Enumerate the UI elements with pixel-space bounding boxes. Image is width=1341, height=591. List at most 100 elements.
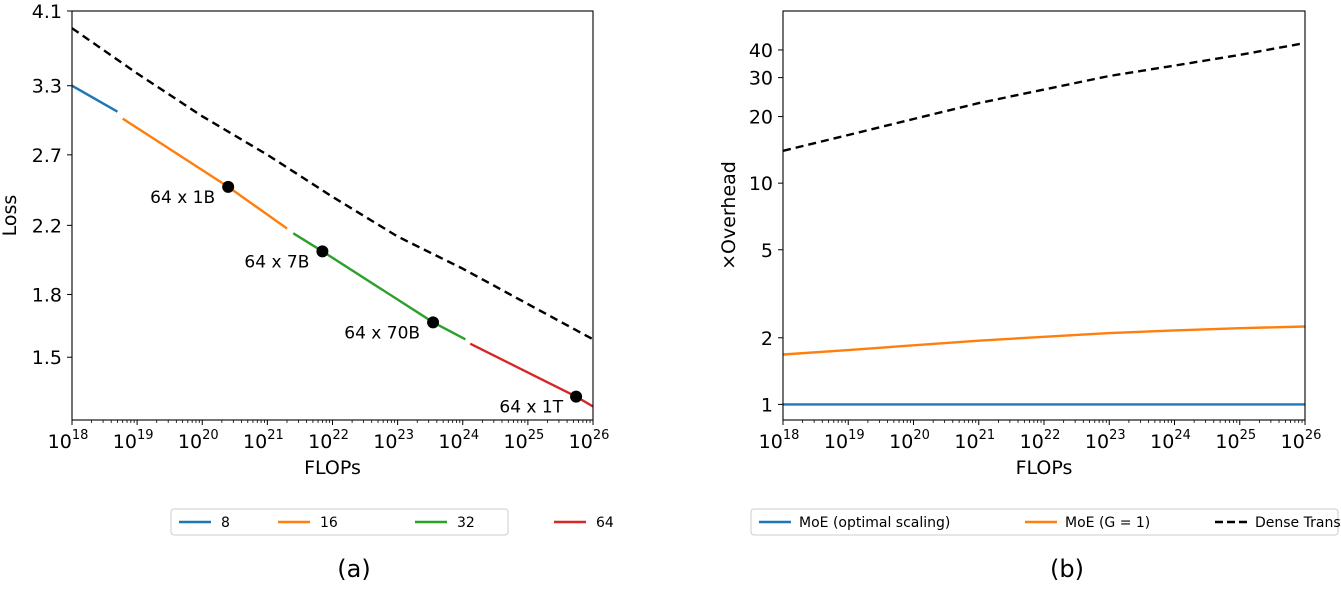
series-line-8 xyxy=(72,84,119,113)
x-tick-base: 10 xyxy=(373,431,397,453)
x-tick-label: 1018 xyxy=(48,428,89,453)
series-line-32 xyxy=(292,232,466,341)
plot-frame xyxy=(782,10,1306,421)
annotation-marker xyxy=(316,245,329,258)
x-tick-exponent: 24 xyxy=(1174,428,1191,443)
x-tick-exponent: 19 xyxy=(848,428,865,443)
x-tick-label: 1026 xyxy=(1281,428,1322,453)
x-tick-base: 10 xyxy=(1085,431,1109,453)
x-tick-base: 10 xyxy=(569,431,593,453)
y-tick-label: 1.5 xyxy=(32,347,62,369)
x-tick-exponent: 25 xyxy=(528,428,545,443)
x-tick-base: 10 xyxy=(178,431,202,453)
x-tick-label: 1025 xyxy=(504,428,545,453)
x-tick-base: 10 xyxy=(243,431,267,453)
x-tick-label: 1020 xyxy=(889,428,930,453)
x-tick-base: 10 xyxy=(1281,431,1305,453)
y-axis-title: ×Overhead xyxy=(718,161,740,270)
x-tick-base: 10 xyxy=(824,431,848,453)
x-tick-label: 1024 xyxy=(1150,428,1191,453)
x-tick-base: 10 xyxy=(954,431,978,453)
y-tick-label: 30 xyxy=(749,68,773,90)
x-tick-exponent: 22 xyxy=(332,428,349,443)
x-tick-label: 1021 xyxy=(954,428,995,453)
legend-label: Dense Transformer xyxy=(1255,515,1341,531)
y-tick-label: 3.3 xyxy=(32,76,62,98)
x-tick-exponent: 18 xyxy=(783,428,800,443)
x-tick-label: 1023 xyxy=(1085,428,1126,453)
y-tick-label: 2.2 xyxy=(32,215,62,237)
series-line-dense-transformer xyxy=(783,41,1305,152)
y-tick-label: 2.7 xyxy=(32,145,62,167)
legend-label: 32 xyxy=(457,515,475,531)
y-axis-title: Loss xyxy=(0,195,21,237)
x-tick-label: 1022 xyxy=(1020,428,1061,453)
x-tick-base: 10 xyxy=(308,431,332,453)
x-tick-base: 10 xyxy=(889,431,913,453)
x-tick-label: 1026 xyxy=(569,428,610,453)
y-tick-label: 1 xyxy=(761,394,773,416)
x-tick-exponent: 24 xyxy=(463,428,480,443)
legend-label: 64 xyxy=(596,515,614,531)
annotation-marker xyxy=(570,390,583,403)
annotation-label: 64 x 70B xyxy=(344,323,420,343)
x-tick-exponent: 25 xyxy=(1240,428,1257,443)
legend-label: MoE (optimal scaling) xyxy=(799,515,950,531)
x-tick-base: 10 xyxy=(504,431,528,453)
legend-label: 8 xyxy=(221,515,230,531)
y-tick-label: 20 xyxy=(749,107,773,129)
plot-frame xyxy=(71,10,594,421)
legend-box xyxy=(170,508,509,536)
x-tick-exponent: 18 xyxy=(72,428,89,443)
x-tick-exponent: 23 xyxy=(397,428,414,443)
x-tick-base: 10 xyxy=(113,431,137,453)
series-line-16 xyxy=(122,117,288,230)
x-tick-label: 1024 xyxy=(438,428,479,453)
annotation-label: 64 x 7B xyxy=(244,252,309,272)
annotation-marker xyxy=(427,316,440,329)
x-tick-label: 1020 xyxy=(178,428,219,453)
x-tick-label: 1023 xyxy=(373,428,414,453)
panel-b-overhead-chart: 1018 1019 1020 1021 1022 1023 1024 1025 10264030… xyxy=(718,10,1341,583)
x-tick-base: 10 xyxy=(1150,431,1174,453)
series-line-dashed-4 xyxy=(72,27,593,341)
x-tick-exponent: 26 xyxy=(593,428,610,443)
y-tick-label: 5 xyxy=(761,240,773,262)
x-tick-label: 1025 xyxy=(1215,428,1256,453)
x-tick-base: 10 xyxy=(48,431,72,453)
x-tick-label: 1018 xyxy=(759,428,800,453)
series-line-moe-g-1- xyxy=(783,325,1305,356)
annotation-label: 64 x 1T xyxy=(499,398,563,418)
x-tick-label: 1021 xyxy=(243,428,284,453)
y-tick-label: 2 xyxy=(761,328,773,350)
annotation-marker xyxy=(222,180,235,193)
panel-label: (a) xyxy=(337,555,370,583)
x-tick-exponent: 21 xyxy=(979,428,996,443)
x-tick-base: 10 xyxy=(1215,431,1239,453)
x-tick-label: 1022 xyxy=(308,428,349,453)
legend-label: 16 xyxy=(320,515,338,531)
legend-label: MoE (G = 1) xyxy=(1065,515,1150,531)
y-tick-label: 40 xyxy=(749,40,773,62)
x-tick-base: 10 xyxy=(1020,431,1044,453)
x-tick-exponent: 19 xyxy=(137,428,154,443)
x-tick-exponent: 26 xyxy=(1305,428,1322,443)
panel-label: (b) xyxy=(1050,555,1084,583)
x-tick-exponent: 21 xyxy=(267,428,284,443)
y-tick-label: 10 xyxy=(749,173,773,195)
x-tick-base: 10 xyxy=(759,431,783,453)
x-tick-exponent: 20 xyxy=(202,428,219,443)
x-tick-exponent: 23 xyxy=(1109,428,1126,443)
x-axis-title: FLOPs xyxy=(304,457,361,479)
x-tick-base: 10 xyxy=(438,431,462,453)
annotation-label: 64 x 1B xyxy=(150,188,215,208)
y-tick-label: 4.1 xyxy=(32,1,62,23)
x-tick-label: 1019 xyxy=(824,428,865,453)
x-axis-title: FLOPs xyxy=(1016,457,1073,479)
x-tick-exponent: 20 xyxy=(913,428,930,443)
y-tick-label: 1.8 xyxy=(32,284,62,306)
x-tick-label: 1019 xyxy=(113,428,154,453)
